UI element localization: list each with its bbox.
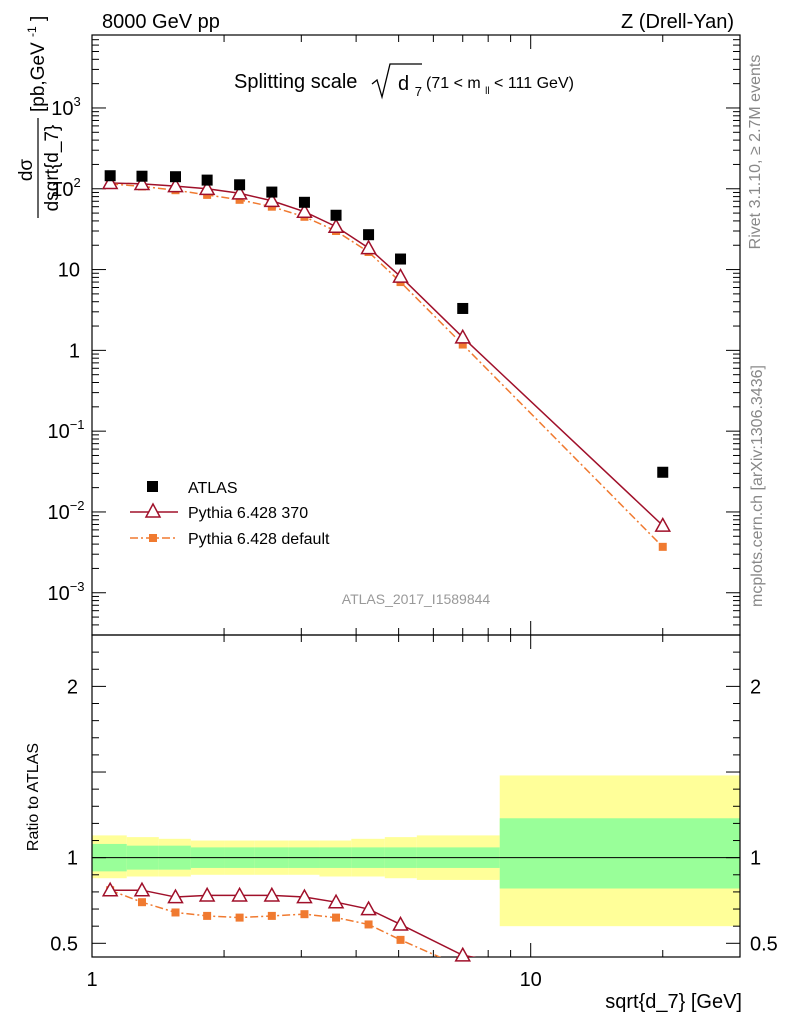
legend-marker-pythia370 bbox=[144, 502, 162, 518]
pythia370-ratio-point bbox=[327, 893, 345, 909]
mcplots-label: mcplots.cern.ch [arXiv:1306.3436] bbox=[749, 365, 766, 607]
ratio-y-label: Ratio to ATLAS bbox=[25, 743, 42, 851]
title-symbol: d 7 bbox=[398, 73, 422, 99]
y-axis-label: dσ dsqrt{d_7} [pb,GeV -1 ] bbox=[16, 16, 63, 218]
atlas-point bbox=[363, 229, 375, 241]
pythia370-point bbox=[133, 175, 151, 191]
atlas-point bbox=[657, 466, 669, 478]
header-right: Z (Drell-Yan) bbox=[621, 11, 734, 33]
ratio-y-tick-label: 0.5 bbox=[50, 933, 78, 955]
analysis-watermark: ATLAS_2017_I1589844 bbox=[342, 591, 491, 607]
y-tick-label: 102 bbox=[51, 175, 80, 201]
pythia-default-ratio-point bbox=[235, 913, 244, 922]
pythia-default-ratio-curve bbox=[109, 889, 442, 957]
y-tick-label: 10 bbox=[58, 260, 80, 282]
pythia370-point bbox=[167, 177, 184, 193]
x-axis-label: sqrt{d_7} [GeV] bbox=[605, 991, 742, 1013]
ylabel-numerator: dσ bbox=[16, 159, 37, 182]
pythia370-curve bbox=[110, 182, 664, 527]
pythia370-point bbox=[296, 203, 313, 219]
atlas-point bbox=[136, 170, 148, 182]
pythia370-ratio-point bbox=[198, 886, 216, 902]
atlas-point bbox=[234, 179, 246, 191]
sqrt-symbol bbox=[371, 63, 422, 100]
ylabel-units: [pb,GeV -1 ] bbox=[20, 16, 49, 112]
pythia370-point bbox=[360, 239, 377, 255]
pythia370-point bbox=[263, 192, 281, 208]
pythia370-ratio-point bbox=[454, 946, 472, 962]
atlas-point bbox=[104, 170, 116, 182]
pythia-default-ratio-point bbox=[203, 911, 212, 920]
pythia370-ratio-curve bbox=[110, 889, 477, 957]
pythia-default-point bbox=[235, 195, 244, 204]
x-tick-label: 10 bbox=[520, 969, 542, 991]
pythia-default-ratio-point bbox=[396, 935, 405, 944]
title-main: Splitting scale bbox=[234, 71, 357, 93]
pythia370-point bbox=[198, 180, 216, 196]
atlas-point bbox=[457, 302, 469, 314]
pythia-default-point bbox=[458, 340, 467, 349]
y-tick-label: 10−2 bbox=[47, 498, 84, 524]
title-range: (71 < m ll < 111 GeV) bbox=[426, 75, 574, 98]
y-tick-label: 10−1 bbox=[47, 417, 84, 443]
pythia-default-ratio-point bbox=[332, 913, 341, 922]
pythia370-point bbox=[327, 218, 345, 233]
ratio-y-tick-label-right: 2 bbox=[750, 676, 761, 698]
atlas-point bbox=[298, 196, 310, 208]
pythia370-ratio-point bbox=[360, 900, 377, 916]
legend-marker-atlas bbox=[147, 481, 158, 492]
pythia370-ratio-point bbox=[392, 915, 409, 931]
legend-marker-pythia-default bbox=[149, 534, 157, 542]
atlas-point bbox=[201, 174, 213, 186]
ratio-band-inner bbox=[499, 818, 740, 889]
y-tick-label: 1 bbox=[69, 340, 80, 362]
ratio-panel-frame bbox=[91, 634, 741, 958]
rivet-label: Rivet 3.1.10, ≥ 2.7M events bbox=[747, 55, 764, 250]
pythia370-point bbox=[101, 174, 119, 190]
ratio-y-tick-label: 2 bbox=[67, 676, 78, 698]
legend-label-atlas: ATLAS bbox=[188, 480, 238, 497]
ratio-y-tick-label-right: 0.5 bbox=[750, 933, 778, 955]
chart-title: Splitting scale bbox=[234, 71, 357, 93]
atlas-point bbox=[169, 171, 181, 183]
pythia370-ratio-point bbox=[101, 881, 119, 897]
pythia370-point bbox=[231, 184, 248, 200]
y-tick-label: 10−3 bbox=[47, 579, 84, 605]
ylabel-denominator: dsqrt{d_7} bbox=[42, 125, 63, 212]
ratio-y-tick-label: 1 bbox=[67, 848, 78, 870]
legend-label-pythia370: Pythia 6.428 370 bbox=[188, 505, 308, 522]
y-tick-label: 103 bbox=[51, 94, 80, 120]
pythia-default-ratio-point bbox=[137, 898, 146, 907]
header-left: 8000 GeV pp bbox=[102, 11, 220, 33]
pythia-default-ratio-point bbox=[171, 908, 180, 917]
pythia370-point bbox=[392, 267, 409, 283]
pythia370-ratio-point bbox=[133, 881, 151, 897]
legend-label-pythia-default: Pythia 6.428 default bbox=[188, 531, 330, 548]
pythia370-ratio-point bbox=[167, 888, 184, 904]
pythia-default-ratio-point bbox=[364, 920, 373, 929]
pythia370-point bbox=[454, 328, 472, 344]
atlas-point bbox=[330, 209, 342, 221]
pythia370-ratio-point bbox=[231, 886, 248, 902]
atlas-point bbox=[266, 186, 278, 198]
pythia370-point bbox=[654, 516, 672, 532]
pythia-default-point bbox=[658, 542, 667, 551]
pythia370-ratio-point bbox=[263, 886, 281, 902]
legend: ATLAS Pythia 6.428 370 Pythia 6.428 defa… bbox=[130, 480, 330, 548]
atlas-point bbox=[395, 253, 407, 265]
pythia-default-ratio-point bbox=[300, 910, 309, 919]
top-markers bbox=[101, 170, 672, 551]
pythia370-ratio-point bbox=[296, 888, 313, 904]
pythia-default-ratio-point bbox=[267, 911, 276, 920]
ratio-y-tick-label-right: 1 bbox=[750, 848, 761, 870]
x-tick-label: 1 bbox=[86, 969, 97, 991]
